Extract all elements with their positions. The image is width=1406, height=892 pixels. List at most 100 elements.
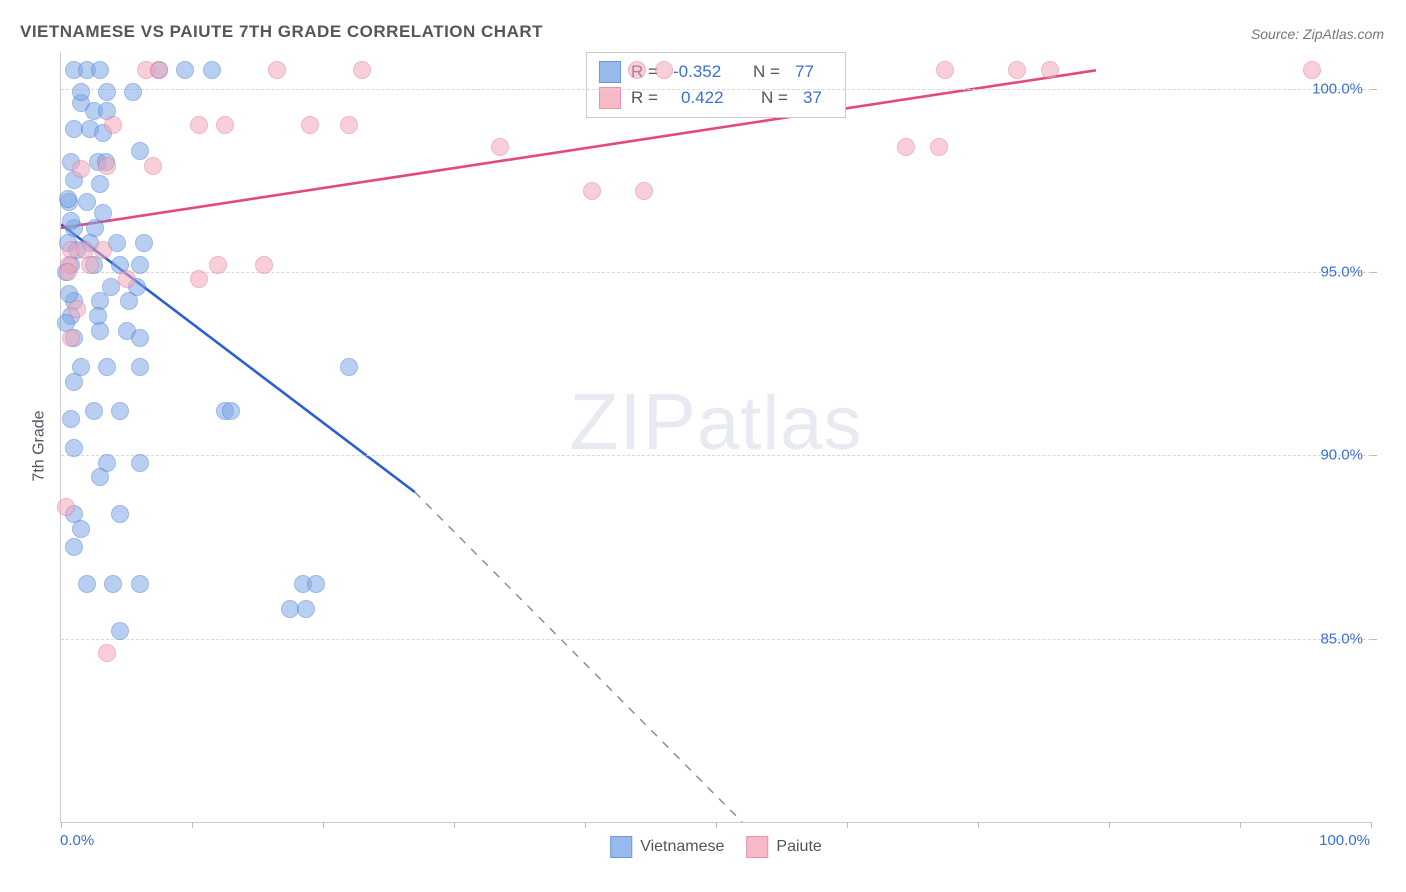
scatter-point bbox=[307, 575, 325, 593]
y-tick bbox=[1371, 455, 1377, 456]
scatter-point bbox=[131, 329, 149, 347]
legend-n-value-paiute: 37 bbox=[803, 88, 833, 108]
x-tick bbox=[61, 822, 62, 828]
scatter-point bbox=[65, 538, 83, 556]
scatter-point bbox=[111, 622, 129, 640]
watermark-big: ZIP bbox=[570, 377, 697, 466]
scatter-point bbox=[104, 575, 122, 593]
plot-area: ZIPatlas R = -0.352 N = 77 R = 0.422 N =… bbox=[60, 52, 1371, 823]
scatter-point bbox=[583, 182, 601, 200]
x-tick bbox=[323, 822, 324, 828]
y-tick bbox=[1371, 89, 1377, 90]
scatter-point bbox=[85, 402, 103, 420]
scatter-point bbox=[353, 61, 371, 79]
scatter-point bbox=[222, 402, 240, 420]
scatter-point bbox=[1303, 61, 1321, 79]
y-tick-label: 100.0% bbox=[1312, 80, 1363, 97]
scatter-point bbox=[491, 138, 509, 156]
legend-swatch-vietnamese bbox=[610, 836, 632, 858]
scatter-point bbox=[655, 61, 673, 79]
x-tick bbox=[978, 822, 979, 828]
legend-r-value-vietnamese: -0.352 bbox=[673, 62, 743, 82]
legend-n-label: N = bbox=[753, 62, 785, 82]
scatter-point bbox=[176, 61, 194, 79]
scatter-point bbox=[930, 138, 948, 156]
scatter-point bbox=[91, 175, 109, 193]
scatter-point bbox=[936, 61, 954, 79]
scatter-point bbox=[131, 358, 149, 376]
source-label: Source: ZipAtlas.com bbox=[1251, 26, 1384, 42]
scatter-point bbox=[216, 116, 234, 134]
scatter-point bbox=[57, 498, 75, 516]
scatter-point bbox=[72, 83, 90, 101]
y-tick-label: 90.0% bbox=[1320, 447, 1363, 464]
scatter-point bbox=[131, 142, 149, 160]
scatter-point bbox=[94, 241, 112, 259]
scatter-point bbox=[111, 505, 129, 523]
legend-item-vietnamese: Vietnamese bbox=[610, 836, 724, 858]
gridline bbox=[61, 639, 1371, 640]
scatter-point bbox=[98, 83, 116, 101]
scatter-point bbox=[65, 373, 83, 391]
scatter-point bbox=[59, 263, 77, 281]
scatter-point bbox=[78, 575, 96, 593]
scatter-point bbox=[111, 402, 129, 420]
scatter-point bbox=[635, 182, 653, 200]
chart-title: VIETNAMESE VS PAIUTE 7TH GRADE CORRELATI… bbox=[20, 22, 543, 42]
scatter-point bbox=[81, 256, 99, 274]
x-tick bbox=[1240, 822, 1241, 828]
scatter-point bbox=[59, 190, 77, 208]
scatter-point bbox=[203, 61, 221, 79]
scatter-point bbox=[104, 116, 122, 134]
y-tick bbox=[1371, 639, 1377, 640]
scatter-point bbox=[190, 116, 208, 134]
scatter-point bbox=[62, 329, 80, 347]
legend-r-label: R = bbox=[631, 88, 663, 108]
scatter-point bbox=[340, 358, 358, 376]
scatter-point bbox=[268, 61, 286, 79]
scatter-point bbox=[68, 300, 86, 318]
x-tick bbox=[716, 822, 717, 828]
legend-item-paiute: Paiute bbox=[746, 836, 821, 858]
x-tick bbox=[585, 822, 586, 828]
scatter-point bbox=[131, 256, 149, 274]
y-tick bbox=[1371, 272, 1377, 273]
scatter-point bbox=[118, 270, 136, 288]
scatter-point bbox=[98, 644, 116, 662]
legend-label-vietnamese: Vietnamese bbox=[640, 838, 724, 856]
legend-swatch-paiute bbox=[599, 87, 621, 109]
gridline bbox=[61, 272, 1371, 273]
scatter-point bbox=[1041, 61, 1059, 79]
scatter-point bbox=[131, 575, 149, 593]
y-tick-label: 85.0% bbox=[1320, 630, 1363, 647]
x-tick bbox=[192, 822, 193, 828]
x-tick bbox=[1109, 822, 1110, 828]
watermark: ZIPatlas bbox=[570, 376, 863, 468]
legend-series: Vietnamese Paiute bbox=[610, 836, 822, 858]
scatter-point bbox=[62, 410, 80, 428]
chart-container: VIETNAMESE VS PAIUTE 7TH GRADE CORRELATI… bbox=[0, 0, 1406, 892]
watermark-small: atlas bbox=[697, 381, 863, 466]
y-tick-label: 95.0% bbox=[1320, 264, 1363, 281]
y-axis-label: 7th Grade bbox=[31, 410, 49, 481]
scatter-point bbox=[91, 322, 109, 340]
scatter-point bbox=[301, 116, 319, 134]
x-tick bbox=[1371, 822, 1372, 828]
scatter-point bbox=[91, 468, 109, 486]
trend-lines-svg bbox=[61, 52, 1371, 822]
gridline bbox=[61, 455, 1371, 456]
scatter-point bbox=[72, 160, 90, 178]
scatter-point bbox=[131, 454, 149, 472]
x-tick bbox=[847, 822, 848, 828]
legend-n-value-vietnamese: 77 bbox=[795, 62, 825, 82]
legend-swatch-vietnamese bbox=[599, 61, 621, 83]
scatter-point bbox=[340, 116, 358, 134]
scatter-point bbox=[62, 212, 80, 230]
scatter-point bbox=[98, 157, 116, 175]
trend-line bbox=[415, 492, 743, 822]
scatter-point bbox=[1008, 61, 1026, 79]
legend-r-value-paiute: 0.422 bbox=[673, 88, 751, 108]
scatter-point bbox=[144, 157, 162, 175]
legend-label-paiute: Paiute bbox=[776, 838, 821, 856]
scatter-point bbox=[98, 358, 116, 376]
